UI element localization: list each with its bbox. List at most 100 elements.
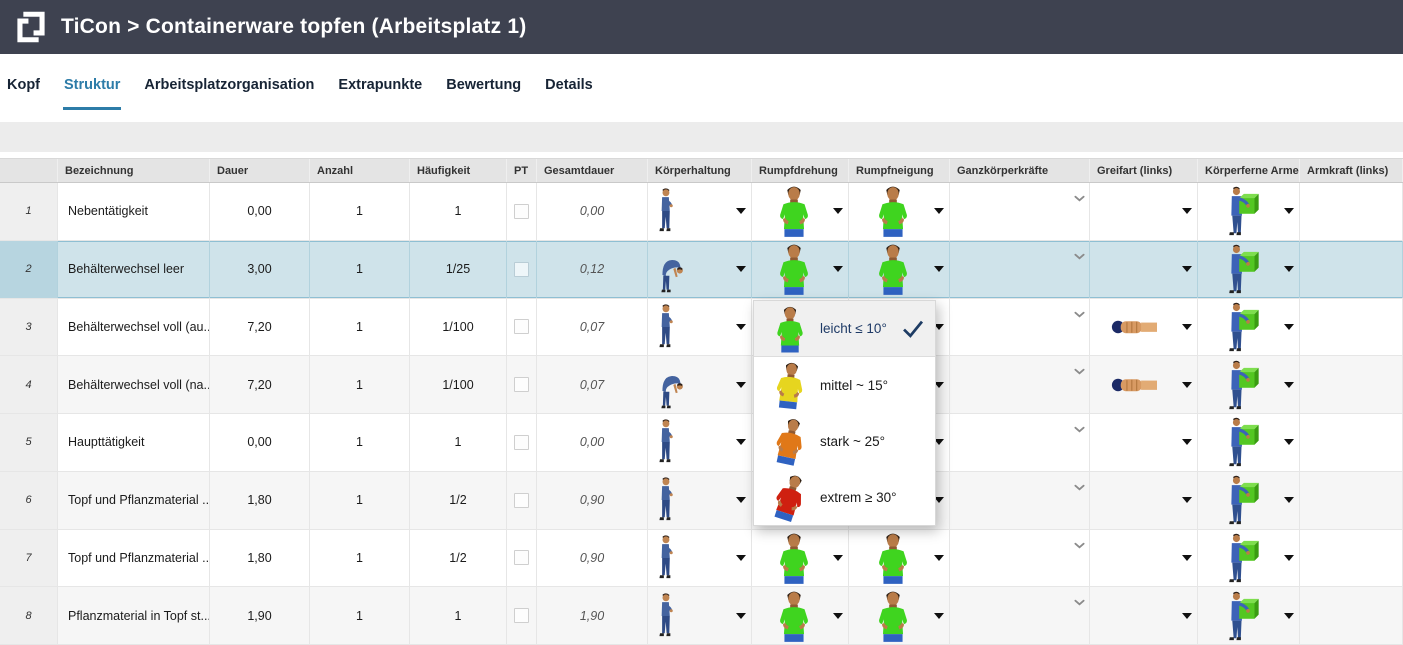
greifart-select[interactable] [1090, 298, 1198, 356]
dropdown-arrow-icon[interactable] [1284, 439, 1294, 446]
bezeichnung-cell[interactable]: Behälterwechsel voll (au... [58, 298, 210, 356]
koerperferne-arme-select[interactable] [1198, 414, 1300, 471]
dauer-cell[interactable]: 1,80 [210, 529, 310, 587]
dropdown-arrow-icon[interactable] [934, 323, 944, 330]
anzahl-cell[interactable]: 1 [310, 298, 410, 356]
dauer-cell[interactable]: 7,20 [210, 298, 310, 356]
dropdown-arrow-icon[interactable] [1182, 554, 1192, 561]
rumpfneigung-select[interactable] [849, 529, 950, 587]
dropdown-arrow-icon[interactable] [736, 497, 746, 504]
ganzkoerperkraefte-select[interactable] [950, 240, 1090, 298]
dropdown-arrow-icon[interactable] [736, 323, 746, 330]
chevron-down-icon[interactable] [1074, 484, 1085, 491]
bezeichnung-cell[interactable]: Pflanzmaterial in Topf st... [58, 587, 210, 644]
dropdown-arrow-icon[interactable] [1182, 439, 1192, 446]
dropdown-arrow-icon[interactable] [1284, 381, 1294, 388]
chevron-down-icon[interactable] [1074, 542, 1085, 549]
dropdown-arrow-icon[interactable] [736, 266, 746, 273]
rumpfdrehung-select[interactable] [752, 183, 849, 240]
anzahl-cell[interactable]: 1 [310, 471, 410, 529]
table-row[interactable]: 7 Topf und Pflanzmaterial ... 1,80 1 1/2… [0, 529, 1403, 588]
anzahl-cell[interactable]: 1 [310, 414, 410, 471]
bezeichnung-cell[interactable]: Topf und Pflanzmaterial ... [58, 529, 210, 587]
greifart-select[interactable] [1090, 356, 1198, 413]
koerperhaltung-select[interactable] [648, 529, 752, 587]
bezeichnung-cell[interactable]: Behälterwechsel leer [58, 240, 210, 298]
dauer-cell[interactable]: 0,00 [210, 183, 310, 240]
table-row[interactable]: 2 Behälterwechsel leer 3,00 1 1/25 0,12 [0, 240, 1403, 299]
anzahl-cell[interactable]: 1 [310, 587, 410, 644]
ganzkoerperkraefte-select[interactable] [950, 471, 1090, 529]
koerperferne-arme-select[interactable] [1198, 356, 1300, 413]
dropdown-option[interactable]: mittel ~ 15° [754, 357, 935, 413]
rumpfneigung-select[interactable] [849, 471, 950, 529]
rumpfneigung-select[interactable] [849, 587, 950, 644]
dropdown-arrow-icon[interactable] [736, 381, 746, 388]
ganzkoerperkraefte-select[interactable] [950, 414, 1090, 471]
haeufigkeit-cell[interactable]: 1/2 [410, 471, 507, 529]
koerperhaltung-select[interactable] [648, 356, 752, 413]
dropdown-option[interactable]: leicht ≤ 10° [754, 301, 935, 357]
rumpfneigung-select[interactable] [849, 183, 950, 240]
haeufigkeit-cell[interactable]: 1 [410, 414, 507, 471]
koerperferne-arme-select[interactable] [1198, 529, 1300, 587]
dauer-cell[interactable]: 0,00 [210, 414, 310, 471]
dropdown-arrow-icon[interactable] [934, 612, 944, 619]
koerperhaltung-select[interactable] [648, 471, 752, 529]
dropdown-arrow-icon[interactable] [1284, 323, 1294, 330]
dropdown-arrow-icon[interactable] [736, 439, 746, 446]
chevron-down-icon[interactable] [1074, 253, 1085, 260]
dropdown-arrow-icon[interactable] [1284, 554, 1294, 561]
dauer-cell[interactable]: 7,20 [210, 356, 310, 413]
bezeichnung-cell[interactable]: Haupttätigkeit [58, 414, 210, 471]
bezeichnung-cell[interactable]: Behälterwechsel voll (na... [58, 356, 210, 413]
dropdown-option[interactable]: stark ~ 25° [754, 413, 935, 469]
rumpfneigung-select[interactable] [849, 240, 950, 298]
dropdown-arrow-icon[interactable] [1182, 497, 1192, 504]
greifart-select[interactable] [1090, 414, 1198, 471]
ganzkoerperkraefte-select[interactable] [950, 298, 1090, 356]
koerperhaltung-select[interactable] [648, 414, 752, 471]
chevron-down-icon[interactable] [1074, 426, 1085, 433]
dropdown-arrow-icon[interactable] [1284, 208, 1294, 215]
dauer-cell[interactable]: 1,80 [210, 471, 310, 529]
dropdown-arrow-icon[interactable] [1182, 612, 1192, 619]
chevron-down-icon[interactable] [1074, 195, 1085, 202]
rumpfdrehung-select[interactable] [752, 529, 849, 587]
koerperhaltung-select[interactable] [648, 298, 752, 356]
haeufigkeit-cell[interactable]: 1/2 [410, 529, 507, 587]
rumpfneigung-select[interactable] [849, 414, 950, 471]
haeufigkeit-cell[interactable]: 1/100 [410, 298, 507, 356]
tab-details[interactable]: Details [544, 77, 594, 110]
bezeichnung-cell[interactable]: Nebentätigkeit [58, 183, 210, 240]
bezeichnung-cell[interactable]: Topf und Pflanzmaterial ... [58, 471, 210, 529]
chevron-down-icon[interactable] [1074, 311, 1085, 318]
dropdown-arrow-icon[interactable] [934, 497, 944, 504]
koerperhaltung-select[interactable] [648, 240, 752, 298]
haeufigkeit-cell[interactable]: 1 [410, 587, 507, 644]
dropdown-arrow-icon[interactable] [1284, 612, 1294, 619]
dropdown-arrow-icon[interactable] [1182, 208, 1192, 215]
koerperferne-arme-select[interactable] [1198, 298, 1300, 356]
dropdown-arrow-icon[interactable] [1182, 381, 1192, 388]
tab-kopf[interactable]: Kopf [6, 77, 41, 110]
anzahl-cell[interactable]: 1 [310, 240, 410, 298]
table-row[interactable]: 8 Pflanzmaterial in Topf st... 1,90 1 1 … [0, 587, 1403, 645]
haeufigkeit-cell[interactable]: 1/25 [410, 240, 507, 298]
koerperhaltung-select[interactable] [648, 587, 752, 644]
table-row[interactable]: 4 Behälterwechsel voll (na... 7,20 1 1/1… [0, 356, 1403, 414]
table-row[interactable]: 6 Topf und Pflanzmaterial ... 1,80 1 1/2… [0, 471, 1403, 530]
tab-extrapunkte[interactable]: Extrapunkte [337, 77, 423, 110]
anzahl-cell[interactable]: 1 [310, 183, 410, 240]
dropdown-arrow-icon[interactable] [1182, 266, 1192, 273]
koerperhaltung-select[interactable] [648, 183, 752, 240]
ganzkoerperkraefte-select[interactable] [950, 356, 1090, 413]
pt-checkbox[interactable] [514, 377, 529, 393]
dropdown-arrow-icon[interactable] [934, 208, 944, 215]
ganzkoerperkraefte-select[interactable] [950, 529, 1090, 587]
anzahl-cell[interactable]: 1 [310, 356, 410, 413]
greifart-select[interactable] [1090, 529, 1198, 587]
greifart-select[interactable] [1090, 471, 1198, 529]
table-row[interactable]: 3 Behälterwechsel voll (au... 7,20 1 1/1… [0, 298, 1403, 357]
tab-arbeitsplatzorganisation[interactable]: Arbeitsplatzorganisation [143, 77, 315, 110]
